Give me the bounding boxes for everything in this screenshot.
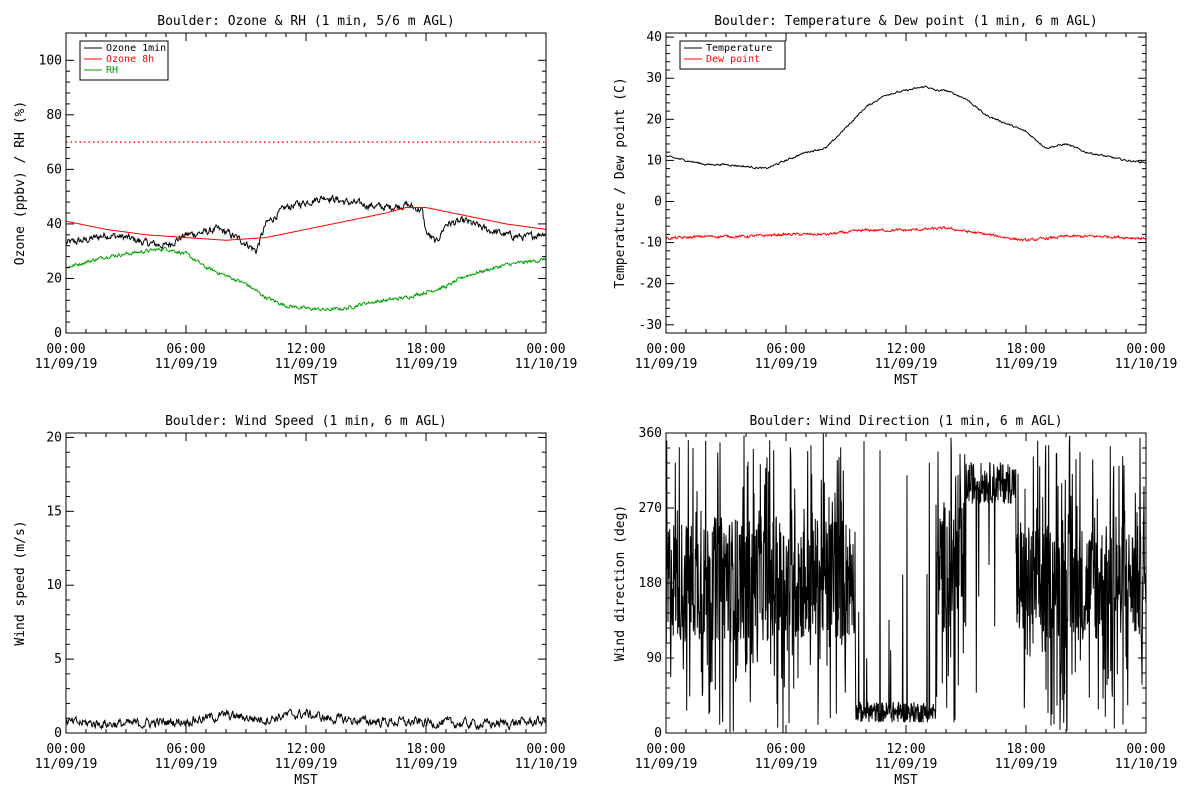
y-tick-label: 20 [46, 271, 62, 286]
x-tick-date-label: 11/10/19 [515, 357, 578, 372]
x-tick-date-label: 11/09/19 [35, 757, 98, 772]
x-tick-label: 00:00 [646, 342, 685, 357]
ozone_rh-chart: Boulder: Ozone & RH (1 min, 5/6 m AGL) 0 2… [13, 14, 577, 388]
y-tick-label: 90 [646, 651, 662, 666]
x-tick-label: 00:00 [526, 342, 565, 357]
x-tick-label: 00:00 [1126, 742, 1165, 757]
series-line-ozone-8h [66, 207, 546, 241]
series-line-dew-point [666, 226, 1146, 242]
legend-label: Temperature [706, 43, 772, 54]
chart-title: Boulder: Temperature & Dew point (1 min,… [714, 14, 1098, 29]
x-tick-label: 00:00 [526, 742, 565, 757]
series-line-ozone-1min [66, 194, 546, 254]
series-line-main [666, 433, 1146, 733]
x-tick-date-label: 11/10/19 [1115, 757, 1178, 772]
y-tick-label: 180 [639, 576, 662, 591]
x-tick-label: 18:00 [1006, 742, 1045, 757]
y-axis-label: Temperature / Dew point (C) [613, 77, 628, 288]
legend-box [679, 40, 786, 70]
series-line-rh [66, 246, 546, 312]
x-tick-date-label: 11/10/19 [515, 757, 578, 772]
y-tick-label: 40 [46, 217, 62, 232]
legend-label: Ozone 1min [106, 43, 166, 54]
x-tick-date-label: 11/09/19 [155, 357, 218, 372]
temp_dew-chart: Boulder: Temperature & Dew point (1 min,… [613, 14, 1177, 388]
plot-frame [665, 32, 1147, 334]
x-tick-date-label: 11/09/19 [275, 757, 338, 772]
x-tick-label: 00:00 [1126, 342, 1165, 357]
series-line-main [66, 708, 546, 732]
x-tick-label: 00:00 [46, 342, 85, 357]
wind_dir-chart: Boulder: Wind Direction (1 min, 6 m AGL)… [613, 414, 1177, 788]
x-axis-label: MST [894, 373, 918, 388]
x-tick-date-label: 11/10/19 [1115, 357, 1178, 372]
y-axis-label: Wind speed (m/s) [13, 520, 28, 645]
y-tick-label: 15 [46, 504, 62, 519]
y-tick-label: 40 [646, 30, 662, 45]
x-tick-label: 12:00 [286, 342, 325, 357]
y-tick-label: 10 [46, 578, 62, 593]
x-tick-date-label: 11/09/19 [35, 357, 98, 372]
x-tick-label: 18:00 [1006, 342, 1045, 357]
y-tick-label: 360 [639, 426, 662, 441]
y-axis-label: Wind direction (deg) [613, 505, 628, 662]
y-tick-label: 0 [654, 194, 662, 209]
y-tick-label: 30 [646, 71, 662, 86]
y-tick-label: -20 [639, 277, 662, 292]
legend-label: Ozone 8h [106, 54, 154, 65]
x-tick-date-label: 11/09/19 [995, 757, 1058, 772]
plot-frame [65, 432, 547, 734]
chart-title: Boulder: Wind Speed (1 min, 6 m AGL) [165, 414, 447, 429]
x-axis-label: MST [294, 773, 318, 788]
legend-label: Dew point [706, 54, 760, 65]
x-axis-label: MST [294, 373, 318, 388]
x-tick-date-label: 11/09/19 [395, 757, 458, 772]
x-tick-label: 06:00 [766, 742, 805, 757]
y-axis-label: Ozone (ppbv) / RH (%) [13, 101, 28, 265]
wind_speed-chart: Boulder: Wind Speed (1 min, 6 m AGL) 0 5 10… [13, 414, 577, 788]
y-tick-label: 80 [46, 108, 62, 123]
x-axis-label: MST [894, 773, 918, 788]
y-tick-label: 60 [46, 162, 62, 177]
x-tick-date-label: 11/09/19 [155, 757, 218, 772]
x-tick-date-label: 11/09/19 [275, 357, 338, 372]
y-tick-label: 0 [54, 326, 62, 341]
x-tick-label: 06:00 [766, 342, 805, 357]
x-tick-label: 18:00 [406, 742, 445, 757]
x-tick-date-label: 11/09/19 [875, 757, 938, 772]
x-tick-date-label: 11/09/19 [635, 357, 698, 372]
x-tick-label: 06:00 [166, 742, 205, 757]
y-tick-label: -30 [639, 318, 662, 333]
x-tick-date-label: 11/09/19 [635, 757, 698, 772]
y-tick-label: 5 [54, 652, 62, 667]
x-tick-date-label: 11/09/19 [755, 357, 818, 372]
y-tick-label: 100 [39, 53, 62, 68]
x-tick-label: 12:00 [286, 742, 325, 757]
x-tick-date-label: 11/09/19 [755, 757, 818, 772]
x-tick-label: 06:00 [166, 342, 205, 357]
y-tick-label: 270 [639, 501, 662, 516]
y-tick-label: 20 [46, 430, 62, 445]
y-tick-label: 0 [654, 726, 662, 741]
x-tick-label: 12:00 [886, 742, 925, 757]
chart-title: Boulder: Wind Direction (1 min, 6 m AGL) [749, 414, 1062, 429]
x-tick-label: 00:00 [46, 742, 85, 757]
x-tick-date-label: 11/09/19 [875, 357, 938, 372]
legend-label: RH [106, 65, 118, 76]
y-tick-label: -10 [639, 236, 662, 251]
x-tick-label: 18:00 [406, 342, 445, 357]
y-tick-label: 20 [646, 112, 662, 127]
y-tick-label: 10 [646, 153, 662, 168]
chart-title: Boulder: Ozone & RH (1 min, 5/6 m AGL) [157, 14, 454, 29]
x-tick-date-label: 11/09/19 [395, 357, 458, 372]
x-tick-label: 00:00 [646, 742, 685, 757]
y-tick-label: 0 [54, 726, 62, 741]
x-tick-label: 12:00 [886, 342, 925, 357]
x-tick-date-label: 11/09/19 [995, 357, 1058, 372]
series-line-temperature [666, 85, 1146, 170]
